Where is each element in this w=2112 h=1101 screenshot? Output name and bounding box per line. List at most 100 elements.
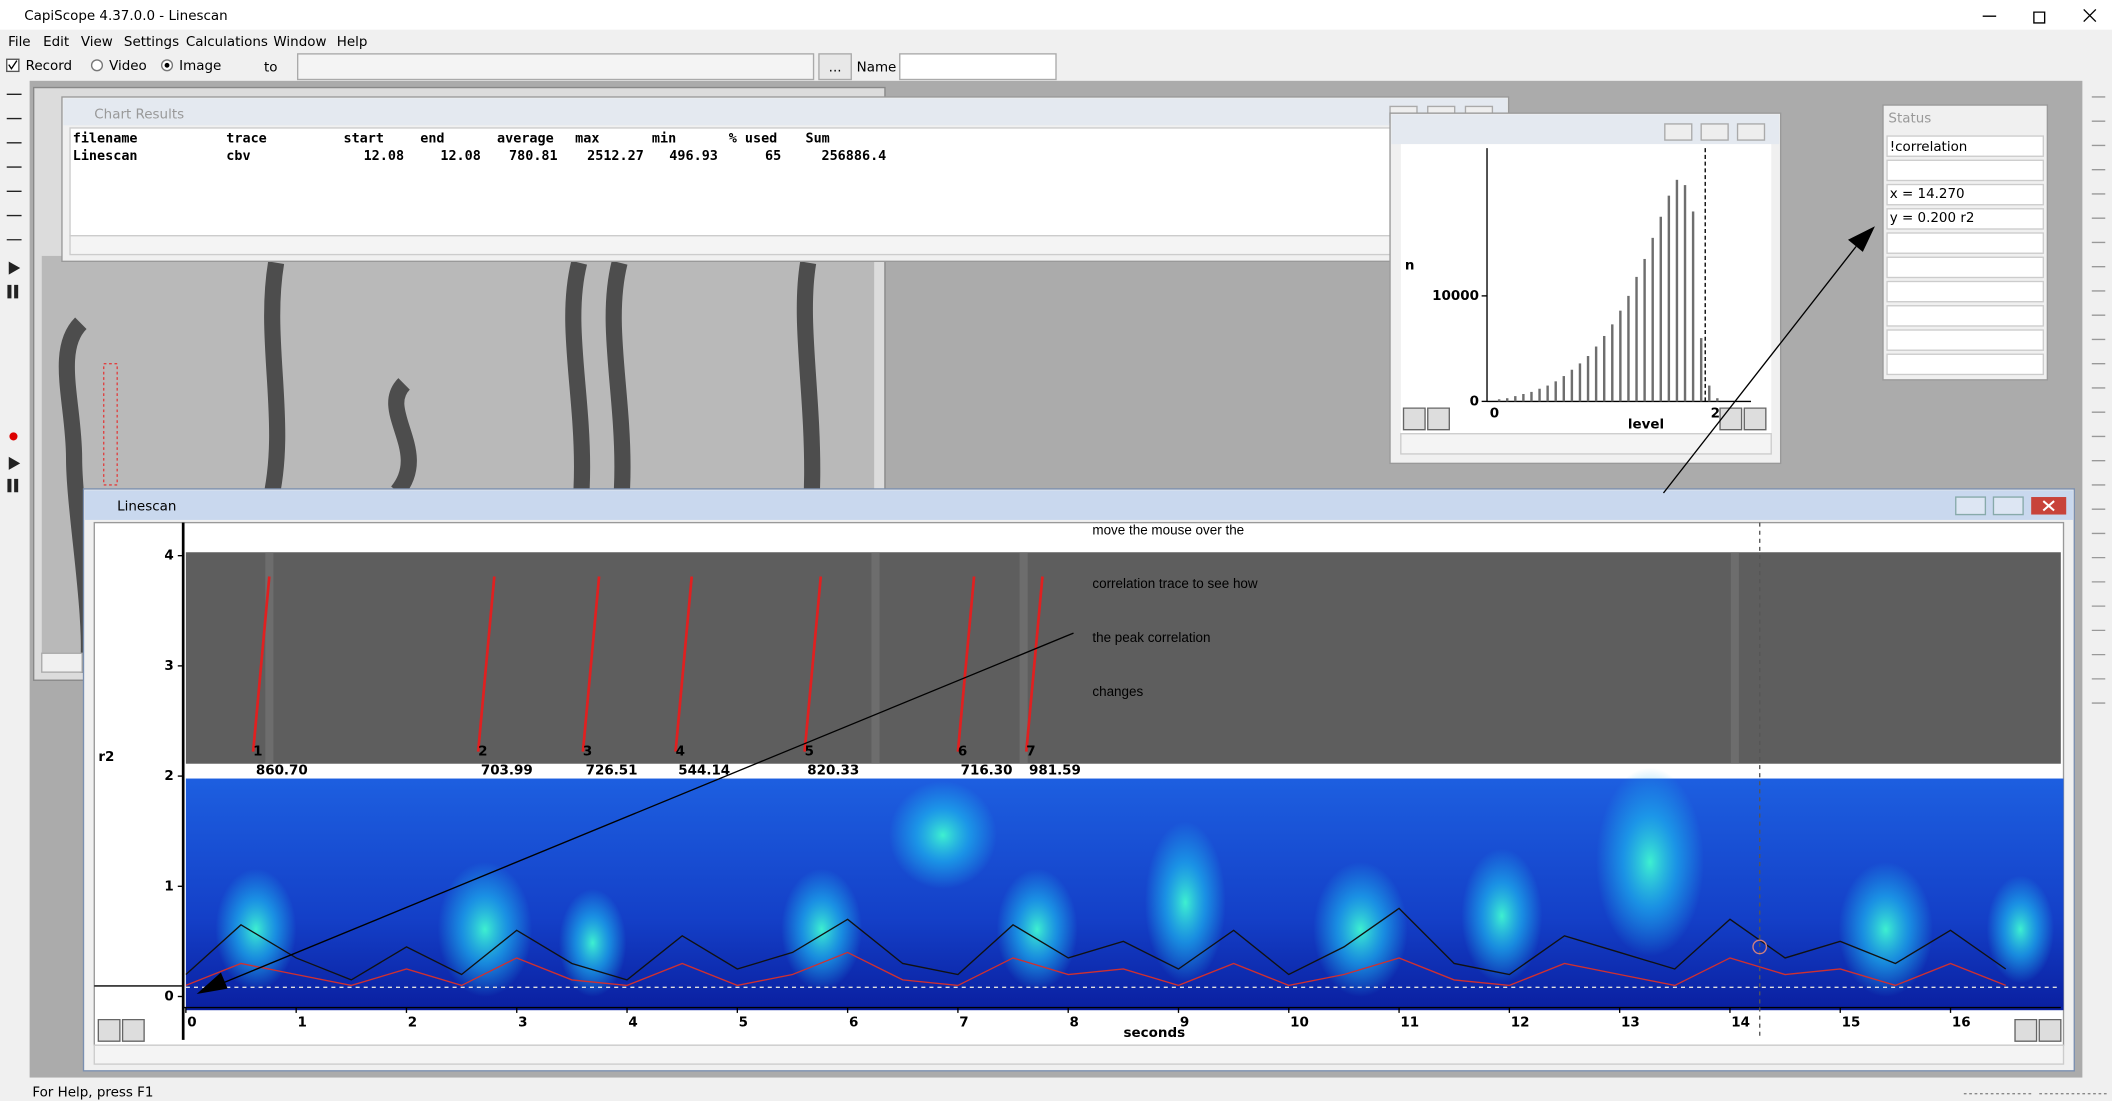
status-field — [1887, 306, 2043, 326]
column-header: average — [497, 132, 554, 147]
histogram-bar — [1627, 296, 1629, 402]
histogram-bar — [1522, 394, 1524, 401]
annotation-line: changes — [1092, 684, 1143, 699]
blob — [889, 781, 997, 889]
x-tick-label: 1 — [298, 1015, 307, 1030]
histogram-bar — [1555, 381, 1557, 401]
peak-speed: 981.59 — [1029, 763, 1081, 778]
x-tick-label: 4 — [628, 1015, 637, 1030]
menu-bar: File Edit View Settings Calculations Window He… — [8, 35, 367, 50]
browse-label: ... — [829, 60, 842, 75]
x-tick-label: 16 — [1952, 1015, 1971, 1030]
linescan-hscroll[interactable] — [94, 1045, 2063, 1064]
table-cell: 496.93 — [669, 149, 718, 164]
peak-speed: 820.33 — [807, 763, 859, 778]
menu-item[interactable]: Help — [337, 35, 368, 50]
menu-item[interactable]: Calculations — [186, 35, 268, 50]
histogram-bar — [1619, 311, 1621, 402]
histogram-bar — [1603, 336, 1605, 401]
x-tick-label: 13 — [1621, 1015, 1640, 1030]
video-radio[interactable] — [92, 60, 103, 71]
annotation-line: correlation trace to see how — [1092, 576, 1258, 591]
blob — [1313, 862, 1407, 997]
x-tick-label: 15 — [1842, 1015, 1861, 1030]
x-tick-label: 2 — [1711, 407, 1720, 422]
histogram-bar — [1708, 386, 1710, 402]
scroll-left[interactable] — [42, 653, 82, 672]
status-field — [1887, 354, 2043, 374]
x-tick-label: 2 — [408, 1015, 417, 1030]
histogram-hscroll[interactable] — [1401, 434, 1771, 454]
status-title: Status — [1888, 112, 1931, 127]
blob — [781, 869, 862, 990]
x-tick-label: 0 — [1490, 407, 1499, 422]
page: { "window": {"title": "CapiScope 4.37.0.… — [0, 0, 2112, 1101]
title-bar — [0, 0, 2112, 30]
status-field-text: y = 0.200 r2 — [1890, 211, 1975, 226]
linescan-titlebar — [85, 490, 2073, 520]
table-cell: 65 — [765, 149, 781, 164]
menu-item[interactable]: File — [8, 35, 31, 50]
x-tick-label: 5 — [739, 1015, 748, 1030]
peak-speed: 726.51 — [586, 763, 638, 778]
histogram-bar — [1716, 398, 1718, 401]
status-field-text: !correlation — [1890, 140, 1968, 155]
path-input[interactable] — [298, 54, 814, 80]
histogram-bar — [1514, 396, 1516, 401]
menu-item[interactable]: Window — [273, 35, 326, 50]
blob — [1596, 768, 1704, 957]
histogram-bar — [1506, 398, 1508, 401]
column-header: max — [575, 132, 599, 147]
x-tick-label: 8 — [1070, 1015, 1079, 1030]
column-header: % used — [729, 132, 778, 147]
histogram-controls[interactable] — [1665, 124, 1765, 140]
image-label: Image — [179, 59, 221, 74]
column-header: min — [652, 131, 676, 147]
y-axis-label: r2 — [98, 750, 114, 765]
y-tick-label: 0 — [164, 989, 173, 1004]
peak-speed: 544.14 — [678, 763, 730, 778]
x-axis-label: seconds — [1124, 1026, 1186, 1041]
x-tick-label: 12 — [1511, 1015, 1530, 1030]
histogram-bar — [1546, 386, 1548, 402]
x-tick-label: 7 — [959, 1015, 968, 1030]
chart-results-title: Chart Results — [94, 107, 184, 122]
left-toolbar — [0, 81, 30, 1078]
name-input[interactable] — [900, 54, 1056, 80]
y-tick-label: 10000 — [1432, 289, 1479, 304]
histogram-bar — [1595, 347, 1597, 402]
record-icon[interactable] — [9, 432, 17, 440]
y-axis-label: n — [1405, 258, 1415, 273]
results-hscroll[interactable] — [70, 236, 1482, 255]
status-field — [1887, 160, 2043, 180]
linescan-title: Linescan — [117, 499, 176, 514]
menu-item[interactable]: Edit — [43, 35, 69, 50]
column-header: start — [343, 132, 384, 147]
blob — [1461, 849, 1542, 984]
x-tick-label: 11 — [1400, 1015, 1419, 1030]
histogram-bar — [1563, 376, 1565, 401]
histogram-bar — [1668, 196, 1670, 402]
radio-dot — [165, 63, 170, 68]
x-tick-label: 14 — [1731, 1015, 1750, 1030]
x-axis-label: level — [1628, 417, 1664, 432]
histogram-bar — [1611, 324, 1613, 401]
to-label: to — [264, 60, 278, 75]
y-tick-label: 0 — [1470, 394, 1479, 409]
name-label: Name — [857, 60, 897, 75]
record-label: Record — [26, 59, 72, 74]
peak-number: 5 — [805, 745, 814, 760]
y-tick-label: 4 — [164, 549, 173, 564]
histogram-bar — [1643, 259, 1645, 401]
peak-number: 4 — [676, 745, 685, 760]
peak-number: 2 — [478, 745, 487, 760]
x-tick-label: 10 — [1290, 1015, 1309, 1030]
menu-item[interactable]: View — [81, 35, 113, 50]
status-field — [1887, 257, 2043, 277]
status-field — [1887, 330, 2043, 350]
histogram-bar — [1676, 180, 1678, 402]
x-tick-label: 3 — [518, 1015, 527, 1030]
y-tick-label: 3 — [164, 659, 173, 674]
annotation-line: move the mouse over the — [1092, 522, 1244, 537]
menu-item[interactable]: Settings — [124, 35, 179, 50]
